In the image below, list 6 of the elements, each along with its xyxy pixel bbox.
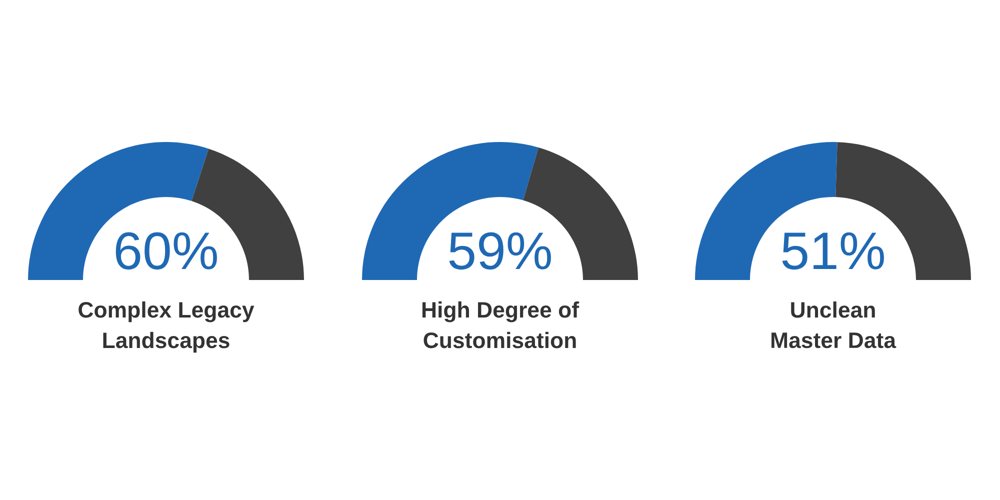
text: Complex Legacy Landscapes — [78, 301, 254, 353]
text: High Degree of Customisation — [422, 301, 580, 348]
text: Unclean Master Data — [772, 301, 896, 348]
data-label: 51% — [782, 232, 884, 270]
data-label: 60% — [116, 232, 217, 270]
data-label: 59% — [449, 232, 551, 270]
